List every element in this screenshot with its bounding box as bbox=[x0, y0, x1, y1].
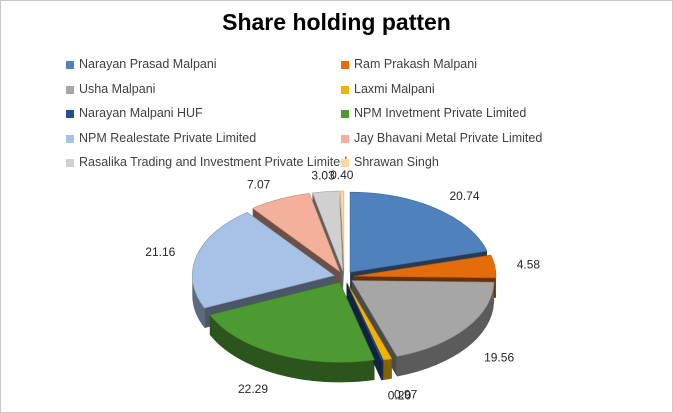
legend-swatch bbox=[341, 61, 349, 69]
data-label: 4.58 bbox=[517, 257, 541, 271]
pie-slice bbox=[349, 191, 488, 273]
data-label: 22.29 bbox=[238, 382, 268, 396]
legend-label: Laxmi Malpani bbox=[354, 81, 435, 96]
legend-swatch bbox=[66, 61, 74, 69]
data-label: 19.56 bbox=[484, 351, 514, 365]
legend-label: Rasalika Trading and Investment Private … bbox=[79, 155, 348, 169]
legend-swatch bbox=[341, 110, 349, 118]
pie-slice bbox=[346, 282, 384, 361]
pie-slice bbox=[339, 190, 345, 272]
pie-tops bbox=[192, 190, 497, 363]
pie-slice bbox=[353, 254, 497, 279]
legend-swatch bbox=[66, 110, 74, 118]
data-label: 20.74 bbox=[450, 189, 480, 203]
pie-slice-rim bbox=[192, 275, 205, 329]
pie-slice bbox=[192, 211, 335, 309]
data-label: 0.20 bbox=[388, 389, 412, 403]
legend-label: Shrawan Singh bbox=[354, 155, 439, 169]
legend: Narayan Prasad Malpani Ram Prakash Malpan… bbox=[1, 1, 672, 181]
pie-slice-rim bbox=[381, 360, 384, 381]
pie-slice bbox=[346, 282, 393, 361]
legend-swatch bbox=[341, 159, 349, 167]
pie-slice bbox=[209, 282, 375, 363]
pie-slice bbox=[252, 193, 341, 273]
legend-label: Narayan Prasad Malpani bbox=[79, 57, 217, 71]
legend-label: Ram Prakash Malpani bbox=[354, 57, 477, 71]
data-label: 3.03 bbox=[311, 169, 335, 183]
legend-swatch bbox=[66, 159, 74, 167]
pie-slice-rim bbox=[383, 358, 392, 381]
legend-swatch bbox=[341, 85, 349, 94]
data-label: 21.16 bbox=[145, 245, 175, 259]
data-label: 7.07 bbox=[247, 178, 271, 192]
legend-label: Usha Malpani bbox=[79, 81, 156, 96]
pie-slice-rim bbox=[209, 314, 375, 383]
legend-swatch bbox=[66, 85, 74, 94]
legend-label: NPM Realestate Private Limited bbox=[79, 130, 257, 145]
legend-label: NPM Invetment Private Limited bbox=[354, 106, 527, 120]
data-labels: 20.74 4.58 19.56 0.970.20 22.29 21.16 7.07 3.03… bbox=[145, 168, 540, 403]
chart-title: Share holding patten bbox=[222, 9, 451, 35]
pie-slice-rim bbox=[396, 282, 495, 377]
legend-label: Jay Bhavani Metal Private Limited bbox=[354, 130, 543, 145]
pie-slice bbox=[351, 280, 495, 357]
legend-label: Narayan Malpani HUF bbox=[79, 106, 203, 120]
pie-slice bbox=[312, 190, 344, 272]
data-label: 0.97 bbox=[394, 388, 418, 402]
data-label: 0.40 bbox=[330, 168, 354, 182]
legend-swatch bbox=[341, 134, 349, 143]
legend-swatch bbox=[66, 134, 74, 143]
